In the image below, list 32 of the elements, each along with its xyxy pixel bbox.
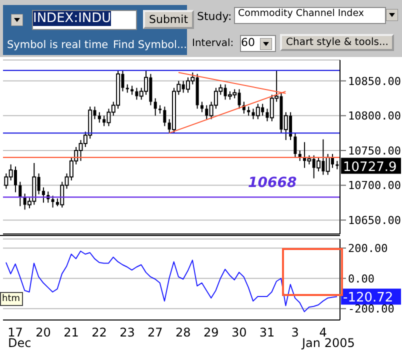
text: Symbol is real time bbox=[7, 39, 108, 51]
text: Commodity Channel Index bbox=[234, 7, 386, 24]
y-tick-label: 10850.00 bbox=[348, 74, 401, 88]
y-tick-label: 200.00 bbox=[348, 242, 388, 255]
y-tick-label: 10700.00 bbox=[348, 179, 401, 192]
annotation: 10668 bbox=[248, 175, 297, 191]
annotation: htm bbox=[0, 292, 23, 306]
y-tick-label: -200.00 bbox=[348, 302, 394, 316]
text: Study: bbox=[197, 10, 232, 23]
text: 60 bbox=[240, 35, 276, 52]
x-tick-label: 21 bbox=[64, 326, 79, 340]
x-tick-label: 27 bbox=[148, 326, 163, 340]
y-tick-label: 0.00 bbox=[348, 272, 374, 286]
text: Find Symbol... bbox=[113, 39, 187, 51]
x-tick-label: 3 bbox=[291, 326, 299, 340]
x-tick-label: 20 bbox=[36, 326, 51, 340]
y-tick-label: 10800.00 bbox=[348, 110, 401, 123]
text: Submit bbox=[143, 10, 194, 29]
text: Dec bbox=[8, 336, 32, 350]
x-tick-label: 30 bbox=[231, 326, 247, 340]
text: Jan 2005 bbox=[302, 336, 355, 350]
text: Interval: bbox=[192, 38, 234, 49]
x-tick-label: 28 bbox=[176, 326, 191, 340]
text: Chart style & tools... bbox=[280, 34, 394, 51]
text: INDEX:INDU bbox=[33, 11, 112, 26]
x-tick-label: 31 bbox=[259, 326, 275, 340]
x-tick-label: 29 bbox=[203, 326, 219, 340]
y-tick-label: 10650.00 bbox=[348, 214, 401, 227]
x-tick-label: 23 bbox=[120, 326, 135, 340]
x-tick-label: 22 bbox=[92, 326, 107, 340]
text: 10727.9 bbox=[343, 160, 397, 175]
y-tick-label: 10750.00 bbox=[348, 144, 401, 158]
